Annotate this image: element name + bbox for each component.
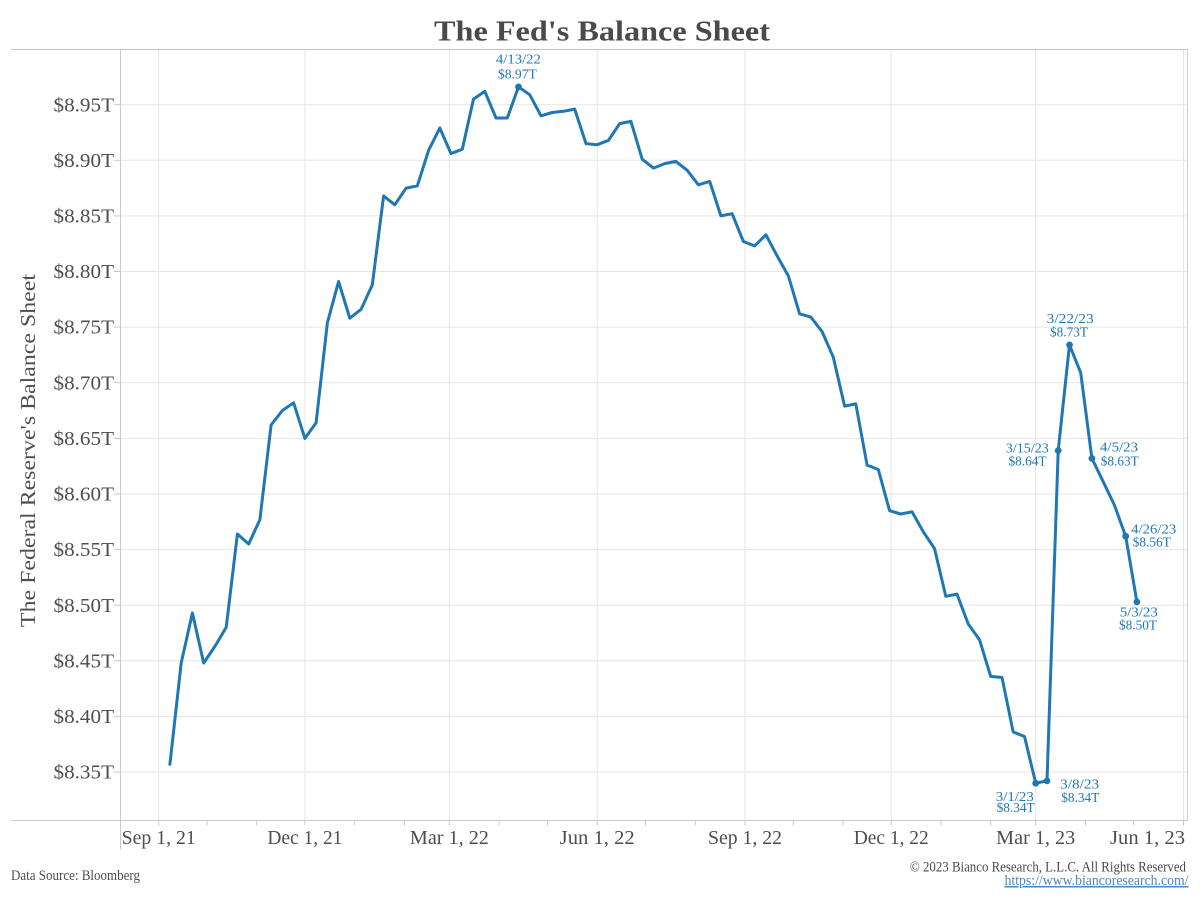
svg-text:$8.90T: $8.90T [54,151,115,172]
svg-text:4/13/22: 4/13/22 [496,52,541,67]
svg-text:$8.70T: $8.70T [54,373,115,394]
svg-text:$8.40T: $8.40T [54,707,115,728]
svg-text:4/26/23: 4/26/23 [1131,522,1176,537]
svg-text:$8.56T: $8.56T [1133,534,1171,549]
svg-text:$8.75T: $8.75T [54,318,115,339]
svg-text:3/8/23: 3/8/23 [1060,777,1099,792]
svg-text:$8.34T: $8.34T [1061,790,1099,805]
svg-text:Sep 1, 21: Sep 1, 21 [122,828,196,849]
svg-text:$8.97T: $8.97T [498,66,537,81]
svg-text:$8.95T: $8.95T [54,95,115,116]
svg-text:4/5/23: 4/5/23 [1100,440,1138,455]
svg-text:3/15/23: 3/15/23 [1006,440,1049,455]
svg-text:$8.60T: $8.60T [54,485,115,506]
svg-text:Sep 1, 22: Sep 1, 22 [708,828,782,849]
svg-text:$8.65T: $8.65T [54,429,115,450]
svg-text:$8.45T: $8.45T [54,651,115,672]
svg-text:Jun 1, 22: Jun 1, 22 [560,828,635,849]
svg-text:$8.73T: $8.73T [1050,324,1088,339]
svg-text:$8.85T: $8.85T [54,207,115,228]
svg-text:https://www.biancoresearch.com: https://www.biancoresearch.com/ [1005,873,1190,889]
svg-text:The Fed's Balance Sheet: The Fed's Balance Sheet [434,15,770,47]
svg-text:$8.55T: $8.55T [54,540,115,561]
svg-text:$8.34T: $8.34T [997,800,1035,815]
svg-text:The Federal Reserve's Balance: The Federal Reserve's Balance Sheet [16,274,40,627]
svg-text:$8.50T: $8.50T [54,596,115,617]
svg-text:$8.80T: $8.80T [54,262,115,283]
svg-text:Mar 1, 22: Mar 1, 22 [410,828,489,849]
svg-text:$8.63T: $8.63T [1101,454,1139,469]
svg-text:$8.64T: $8.64T [1009,454,1047,469]
svg-text:Dec 1, 22: Dec 1, 22 [854,828,929,849]
svg-text:Data Source: Bloomberg: Data Source: Bloomberg [11,868,140,884]
svg-text:$8.35T: $8.35T [54,763,115,784]
svg-text:Dec 1, 21: Dec 1, 21 [267,828,342,849]
svg-text:$8.50T: $8.50T [1119,618,1157,633]
svg-text:© 2023 Bianco Research, L.L.C.: © 2023 Bianco Research, L.L.C. All Right… [910,860,1186,876]
svg-text:3/22/23: 3/22/23 [1047,311,1094,326]
svg-text:Mar 1, 23: Mar 1, 23 [996,828,1075,849]
svg-text:3/1/23: 3/1/23 [996,789,1034,804]
svg-text:Jun 1, 23: Jun 1, 23 [1110,828,1185,849]
svg-text:5/3/23: 5/3/23 [1120,604,1158,619]
